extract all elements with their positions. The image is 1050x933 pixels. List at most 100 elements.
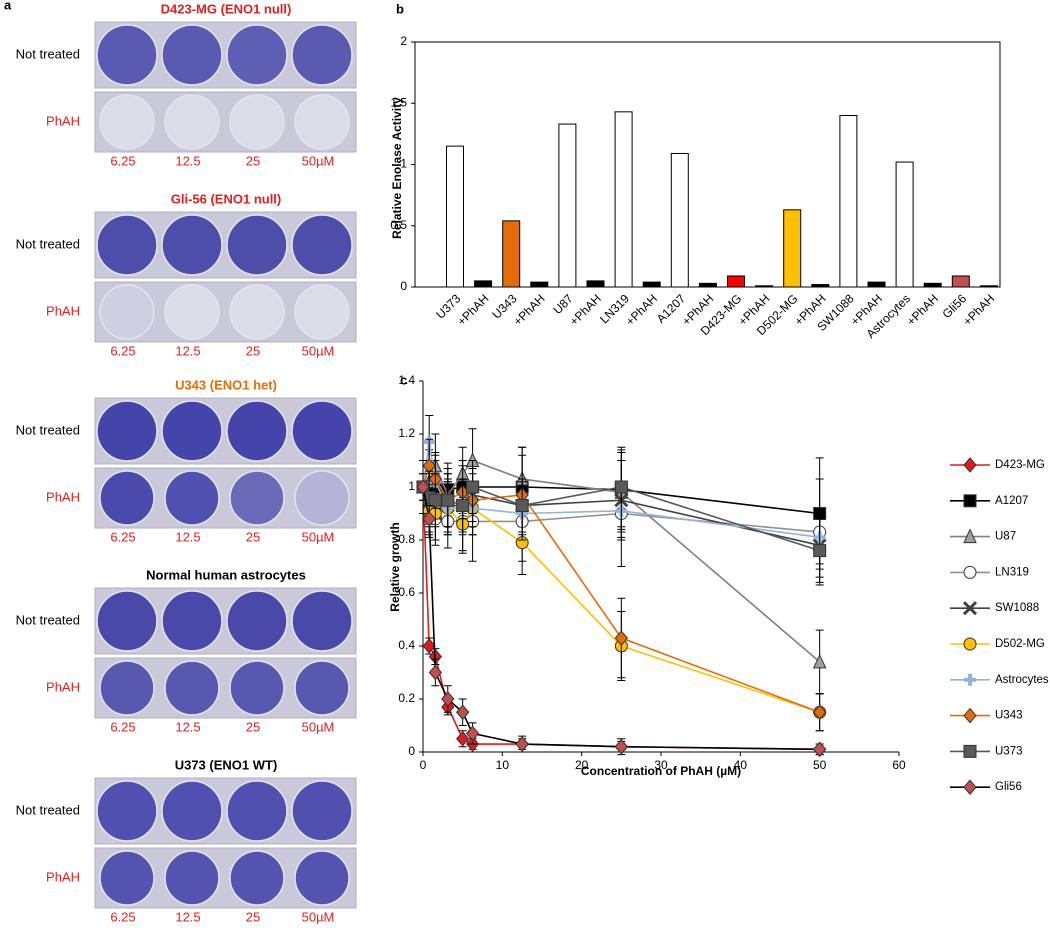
well xyxy=(229,94,285,150)
bar xyxy=(642,281,661,288)
well xyxy=(161,400,223,462)
x-tick-label: 60 xyxy=(892,758,906,772)
legend-label: Astrocytes xyxy=(995,674,1049,686)
point xyxy=(812,653,827,669)
well xyxy=(99,470,155,526)
panel-label: c xyxy=(400,372,407,387)
point xyxy=(428,493,442,507)
y-tick-label: 1.2 xyxy=(398,426,415,440)
bar xyxy=(979,285,998,288)
concentration-label: 12.5 xyxy=(175,909,200,924)
row-label: Not treated xyxy=(16,612,80,627)
concentration-label: 50µM xyxy=(302,719,335,734)
well xyxy=(96,780,158,842)
well xyxy=(96,590,158,652)
bar xyxy=(811,284,830,288)
legend-marker xyxy=(963,744,977,758)
well xyxy=(229,284,285,340)
bar xyxy=(923,282,942,288)
legend-label: U343 xyxy=(995,710,1023,722)
legend-marker xyxy=(963,707,977,724)
well xyxy=(161,24,223,86)
legend-marker xyxy=(963,779,977,795)
bar xyxy=(614,111,633,288)
y-tick-label: 0 xyxy=(408,744,415,758)
well xyxy=(96,24,158,86)
well xyxy=(229,470,285,526)
x-tick-label: +PhAH xyxy=(623,291,660,328)
bar xyxy=(502,220,521,288)
well xyxy=(99,94,155,150)
concentration-label: 12.5 xyxy=(175,529,200,544)
concentration-label: 12.5 xyxy=(175,153,200,168)
x-axis-label: Concentration of PhAH (µM) xyxy=(581,764,741,778)
well xyxy=(226,214,288,276)
legend-label: U87 xyxy=(995,531,1016,543)
bar xyxy=(727,275,745,288)
x-tick-label: +PhAH xyxy=(567,291,604,328)
point xyxy=(441,493,455,507)
bar xyxy=(867,281,886,288)
y-tick-label: 1 xyxy=(408,479,415,493)
legend-label: LN319 xyxy=(995,566,1029,578)
bar xyxy=(446,145,464,288)
point xyxy=(466,480,480,494)
row-label: PhAH xyxy=(46,679,80,694)
legend-marker xyxy=(963,528,977,544)
y-tick-label: 0.2 xyxy=(398,691,415,705)
point xyxy=(813,741,827,758)
row-label: PhAH xyxy=(46,303,80,318)
bar xyxy=(895,161,914,288)
well xyxy=(99,660,155,716)
well xyxy=(294,850,350,906)
concentration-label: 6.25 xyxy=(110,529,135,544)
point xyxy=(422,638,436,654)
well xyxy=(164,94,220,150)
point xyxy=(614,738,628,755)
well xyxy=(226,24,288,86)
bar xyxy=(951,275,970,288)
concentration-label: 6.25 xyxy=(110,719,135,734)
y-tick-label: 0 xyxy=(400,279,407,293)
row-label: Not treated xyxy=(16,236,80,251)
legend-marker xyxy=(964,673,976,686)
bar xyxy=(755,285,774,288)
legend-label: A1207 xyxy=(995,495,1028,507)
concentration-label: 6.25 xyxy=(110,343,135,358)
y-tick-label: 2 xyxy=(400,34,407,48)
panel-label: a xyxy=(4,0,12,12)
x-tick-label: 10 xyxy=(496,758,510,772)
well xyxy=(99,850,155,906)
legend-label: D423-MG xyxy=(995,459,1045,471)
concentration-label: 25 xyxy=(246,909,260,924)
bar xyxy=(783,209,802,288)
x-tick-label: +PhAH xyxy=(904,291,941,328)
well xyxy=(291,400,353,462)
legend-marker xyxy=(962,601,978,616)
x-tick-label: +PhAH xyxy=(511,291,548,328)
legend-label: SW1088 xyxy=(995,602,1039,614)
point xyxy=(428,664,443,681)
well xyxy=(96,214,158,276)
group-title: Normal human astrocytes xyxy=(146,567,306,582)
concentration-label: 12.5 xyxy=(175,343,200,358)
well xyxy=(164,284,220,340)
y-tick-label: 1.5 xyxy=(390,95,407,109)
legend-marker xyxy=(963,494,977,508)
point xyxy=(515,736,529,752)
row-label: Not treated xyxy=(16,802,80,817)
x-tick-label: 20 xyxy=(575,758,589,772)
well xyxy=(291,214,353,276)
bar xyxy=(586,280,605,288)
y-tick-label: 0.8 xyxy=(398,532,415,546)
concentration-label: 50µM xyxy=(302,153,335,168)
well xyxy=(294,470,350,526)
bar xyxy=(474,280,493,288)
bar xyxy=(558,123,577,288)
concentration-label: 6.25 xyxy=(110,153,135,168)
well xyxy=(161,780,223,842)
legend-label: D502-MG xyxy=(995,638,1045,650)
point xyxy=(465,725,480,742)
point xyxy=(515,499,529,513)
